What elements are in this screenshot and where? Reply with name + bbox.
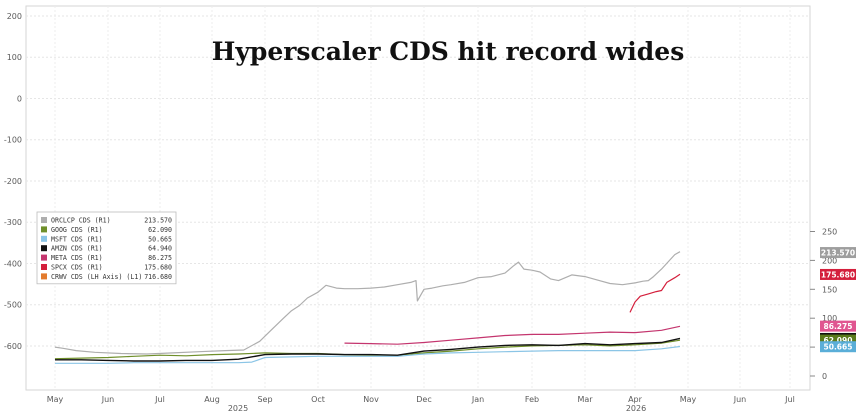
left-tick-label: 200 — [7, 12, 22, 21]
legend-series-name: GOOG CDS (R1) — [51, 226, 103, 234]
legend-series-value: 50.665 — [148, 235, 172, 243]
legend-series-name: META CDS (R1) — [51, 254, 103, 262]
x-tick-label: Apr — [628, 395, 643, 404]
legend-box — [36, 211, 177, 285]
legend-series-name: SPCX CDS (R1) — [51, 264, 103, 272]
left-tick-label: -200 — [4, 177, 22, 186]
left-tick-label: -100 — [4, 136, 22, 145]
legend-series-name: CRWV CDS (LH Axis) (L1) — [51, 273, 142, 281]
x-tick-label: Jul — [154, 395, 165, 404]
legend-swatch — [41, 254, 47, 261]
series-line — [55, 337, 681, 362]
x-axis: May Jun Jul Aug Sep Oct Nov Dec Jan Feb Mar Apr May J… — [47, 6, 795, 412]
x-tick-label: Jan — [471, 395, 484, 404]
series-line — [55, 345, 681, 364]
right-tick-label: 200 — [822, 256, 837, 265]
legend-swatch — [41, 217, 47, 223]
legend-series-name: AMZN CDS (R1) — [51, 245, 103, 253]
last-value-badge-text: 175.680 — [821, 270, 855, 279]
right-tick-label: 100 — [822, 314, 837, 323]
x-tick-label: May — [680, 395, 697, 404]
legend-series-value: 716.680 — [144, 273, 172, 281]
left-tick-label: -400 — [4, 259, 22, 268]
right-tick-label: 250 — [822, 228, 837, 237]
legend-series-name: ORCLCP CDS (R1) — [51, 217, 111, 225]
x-tick-label: Nov — [363, 395, 379, 404]
x-tick-label: Sep — [257, 395, 272, 404]
x-tick-label: Feb — [525, 395, 539, 404]
last-value-badge — [820, 247, 856, 259]
last-value-badge-text: 50.665 — [824, 343, 853, 352]
x-tick-label: Jun — [733, 395, 747, 404]
last-value-badge — [820, 341, 856, 353]
legend-swatch — [41, 226, 47, 233]
x-tick-label: Mar — [577, 395, 593, 404]
legend-series-value: 213.570 — [144, 217, 172, 225]
last-value-badge — [820, 320, 856, 332]
legend-swatch — [41, 273, 47, 280]
x-tick-label: Aug — [204, 395, 220, 404]
series-line — [54, 251, 681, 355]
x-tick-label: May — [47, 395, 64, 404]
legend-swatch — [41, 245, 47, 252]
left-tick-label: -500 — [4, 301, 22, 310]
left-tick-label: 100 — [7, 53, 22, 62]
last-value-badge-text: 86.275 — [824, 322, 853, 331]
left-axis: -600 -500 -400 -300 -200 -100 0 100 200 — [4, 12, 810, 351]
year-label: 2026 — [626, 404, 646, 412]
legend-swatch — [41, 264, 47, 270]
year-label: 2025 — [228, 404, 248, 412]
legend-series-value: 64.940 — [148, 245, 172, 253]
legend-series-value: 175.680 — [144, 264, 172, 272]
x-tick-label: Oct — [311, 395, 325, 404]
series-line — [344, 325, 681, 345]
legend: ORCLCP CDS (R1) 213.570 GOOG CDS (R1) 62.09… — [36, 211, 177, 285]
last-value-badge-text: 62.090 — [824, 336, 853, 345]
chart-title: Hyperscaler CDS hit record wides — [212, 37, 685, 66]
x-tick-label: Jul — [784, 395, 795, 404]
last-value-badge — [820, 334, 856, 346]
last-value-badge-text: 213.570 — [821, 249, 855, 258]
x-tick-label: Jun — [101, 395, 115, 404]
left-tick-label: -600 — [4, 342, 22, 351]
legend-series-value: 86.275 — [148, 254, 172, 262]
left-tick-label: -300 — [4, 218, 22, 227]
right-tick-label: 150 — [822, 285, 837, 294]
right-tick-label: 0 — [822, 372, 827, 381]
series-line — [629, 273, 681, 313]
legend-series-value: 62.090 — [148, 226, 172, 234]
series-layer — [54, 251, 681, 364]
x-tick-label: Dec — [416, 395, 431, 404]
last-value-badge — [820, 268, 856, 280]
legend-swatch — [41, 235, 47, 242]
legend-series-name: MSFT CDS (R1) — [51, 235, 103, 243]
left-tick-label: 0 — [17, 94, 22, 103]
